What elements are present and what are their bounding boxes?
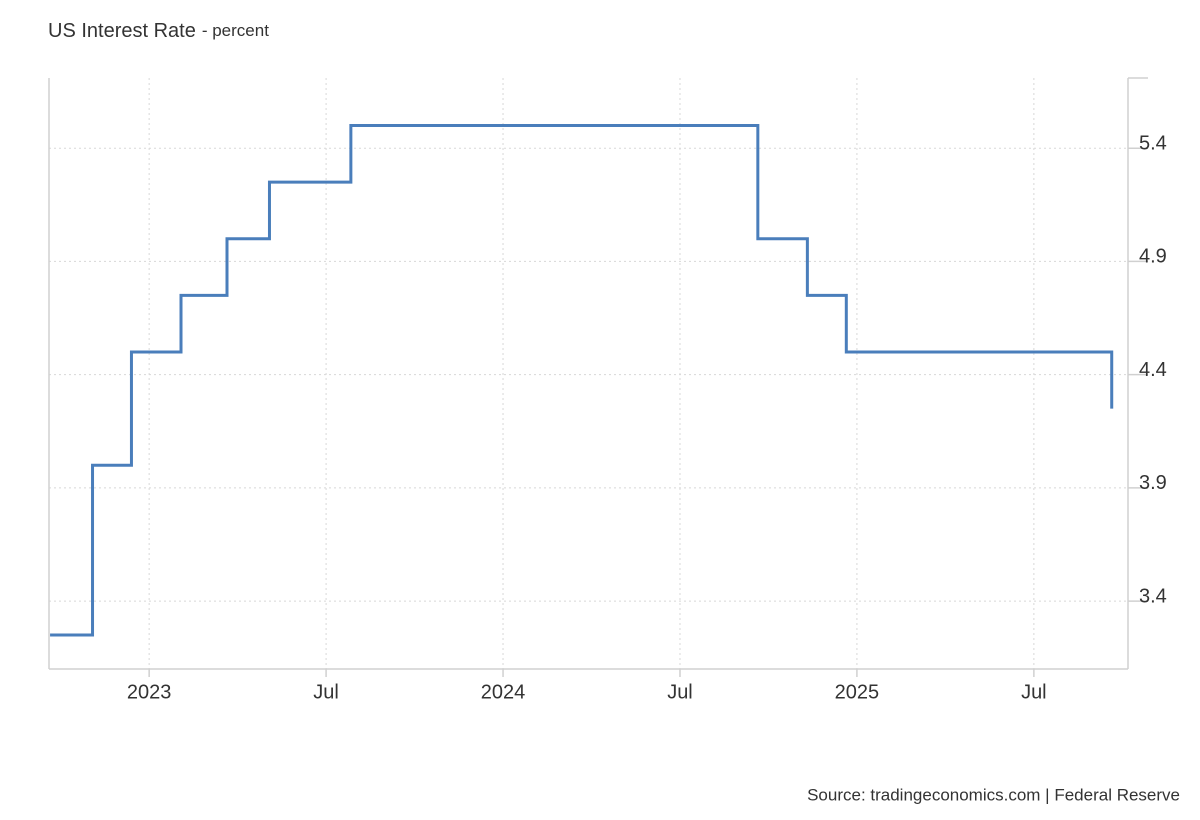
chart-title: US Interest Rate - percent [48,20,269,42]
x-tick-label: Jul [667,681,693,703]
x-tick-label: Jul [313,681,339,703]
x-tick-label: 2025 [835,681,880,703]
title: US Interest Rate [48,20,196,42]
y-tick-label: 4.4 [1139,359,1167,381]
line [50,124,1114,637]
x-tick-label: 2024 [481,681,526,703]
y-tick-label: 4.9 [1139,246,1167,268]
x-tick-label: 2023 [127,681,172,703]
y-tick-label: 3.9 [1139,472,1167,494]
x-tick-label: Jul [1021,681,1047,703]
source: Source: tradingeconomics.com | Federal R… [807,785,1180,804]
y-tick-label: 5.4 [1139,132,1167,154]
y-tick-label: 3.4 [1139,585,1167,607]
subtitle: - percent [202,21,269,40]
